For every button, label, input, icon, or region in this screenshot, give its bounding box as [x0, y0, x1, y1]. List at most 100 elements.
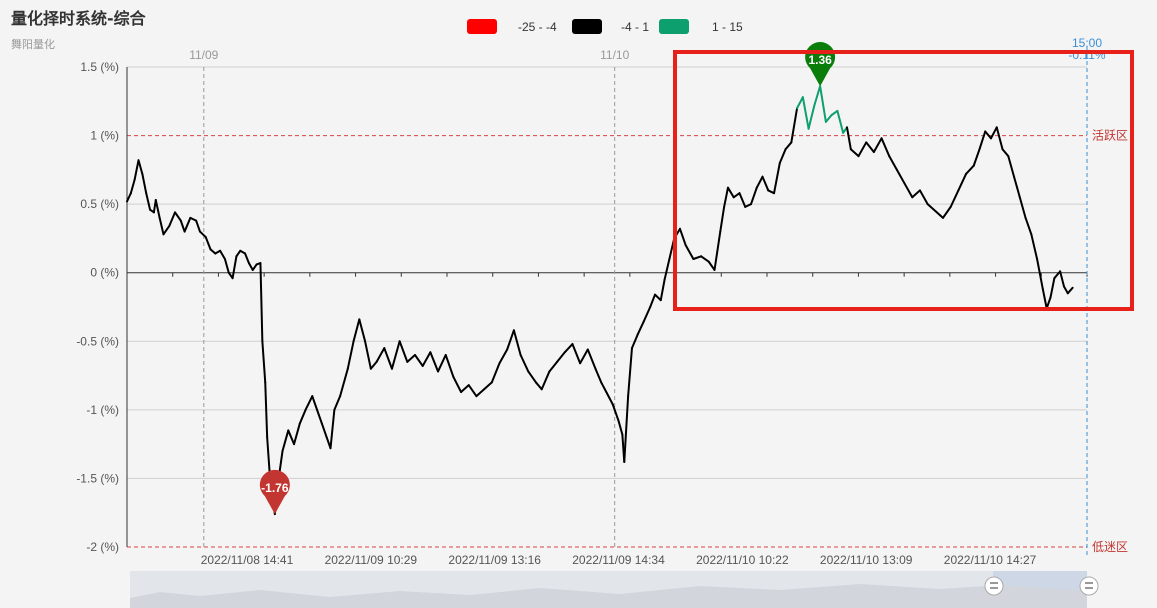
legend-swatch-high[interactable] — [659, 19, 689, 34]
series-segment — [375, 347, 386, 363]
series-segment — [1062, 285, 1069, 295]
low-zone-label: 低迷区 — [1092, 540, 1128, 554]
chart-title: 量化择时系统-综合 — [11, 9, 147, 28]
series-segment — [168, 211, 176, 228]
slider-preview — [130, 584, 1087, 608]
slider-handle-icon[interactable] — [984, 576, 1004, 596]
legend-swatch-low[interactable] — [467, 19, 497, 34]
series-segment — [888, 155, 898, 171]
series-segment — [304, 395, 314, 411]
series-segment — [813, 85, 822, 107]
y-tick-label: -1.5 (%) — [76, 471, 119, 485]
series-segment — [475, 388, 486, 398]
series-segment — [707, 260, 716, 271]
x-tick-label: 2022/11/10 13:09 — [820, 553, 913, 567]
series-segment — [1066, 286, 1074, 295]
series-segment — [636, 321, 645, 336]
slider-handle-icon[interactable] — [1079, 576, 1099, 596]
series-segment — [320, 422, 328, 439]
series-segment — [1024, 216, 1033, 236]
series-segment — [179, 219, 186, 233]
legend-label-low[interactable]: -25 - -4 — [518, 20, 557, 34]
series-segment — [346, 340, 355, 370]
series-segment — [649, 293, 656, 308]
legend-swatch-mid[interactable] — [572, 19, 602, 34]
series-segment — [606, 392, 614, 406]
series-segment — [880, 137, 891, 158]
series-segment — [162, 225, 171, 236]
y-tick-label: 0 (%) — [90, 266, 119, 280]
series-segment — [995, 126, 1004, 151]
series-segment — [663, 258, 671, 281]
series-segment — [627, 347, 633, 398]
day-label-1109: 11/09 — [189, 48, 218, 62]
y-tick-label: 0.5 (%) — [80, 197, 119, 211]
pin-label: 1.36 — [808, 53, 832, 67]
datazoom-slider[interactable] — [130, 571, 1099, 608]
series-segment — [1049, 277, 1056, 299]
series-segment — [287, 429, 296, 446]
series-segment — [204, 236, 212, 251]
series-segment — [755, 175, 764, 189]
series-segment — [719, 205, 726, 233]
series-segment — [600, 381, 608, 395]
series-segment — [358, 318, 367, 343]
series-segment — [778, 148, 787, 164]
series-segment — [700, 255, 710, 263]
series-segment — [611, 403, 620, 422]
series-segment — [137, 159, 144, 175]
series-segment — [231, 255, 238, 280]
series-segment — [713, 230, 722, 271]
series-segment — [259, 262, 264, 343]
series-segment — [911, 189, 921, 199]
series-segment — [965, 164, 975, 175]
series-segment — [895, 168, 906, 185]
series-segment — [429, 351, 440, 373]
series-segment — [406, 354, 416, 363]
series-segment — [506, 329, 515, 351]
series-segment — [223, 258, 230, 274]
end-time-label: 15:00 — [1072, 36, 1102, 50]
series-segment — [329, 408, 336, 450]
series-segment — [1013, 175, 1021, 199]
y-axis: 1.5 (%) 1 (%) 0.5 (%) 0 (%) -0.5 (%) -1 (%) -1… — [76, 60, 128, 554]
legend-label-mid[interactable]: -4 - 1 — [621, 20, 649, 34]
legend[interactable]: -25 - -4 -4 - 1 1 - 15 — [467, 19, 743, 34]
series-segment — [654, 293, 662, 302]
series-segment — [684, 244, 695, 260]
series-segment — [129, 178, 136, 195]
series-segment — [784, 141, 793, 151]
series-segment — [918, 189, 929, 206]
series-segment — [617, 419, 624, 436]
series-segment — [1053, 270, 1062, 280]
series-segment — [830, 109, 839, 116]
series-segment — [750, 186, 758, 206]
series-segment — [872, 137, 883, 154]
series-segment — [790, 107, 799, 144]
y-tick-label: -2 (%) — [86, 540, 119, 554]
series-segment — [540, 370, 551, 391]
series-segment — [512, 329, 522, 356]
series-segment — [247, 262, 254, 271]
series-segment — [141, 172, 148, 195]
series-segment — [244, 252, 250, 265]
series-segment — [801, 96, 810, 130]
series-segment — [1018, 196, 1027, 219]
series-segment — [934, 210, 944, 219]
series-segment — [819, 85, 827, 123]
series-segment — [807, 104, 816, 130]
series-segment — [183, 216, 192, 233]
series-segment — [1041, 288, 1048, 310]
series-segment — [364, 340, 372, 370]
series-segment — [519, 354, 530, 373]
legend-label-high[interactable]: 1 - 15 — [712, 20, 743, 34]
series-segment — [1059, 270, 1065, 288]
series-segment — [659, 278, 666, 302]
day-markers — [203, 47, 1088, 555]
series-segment — [949, 189, 960, 208]
series-segment — [744, 203, 752, 208]
series-segment — [1007, 155, 1016, 178]
series-segment — [158, 216, 165, 236]
series-segment — [235, 249, 242, 258]
series-segment — [903, 182, 914, 199]
